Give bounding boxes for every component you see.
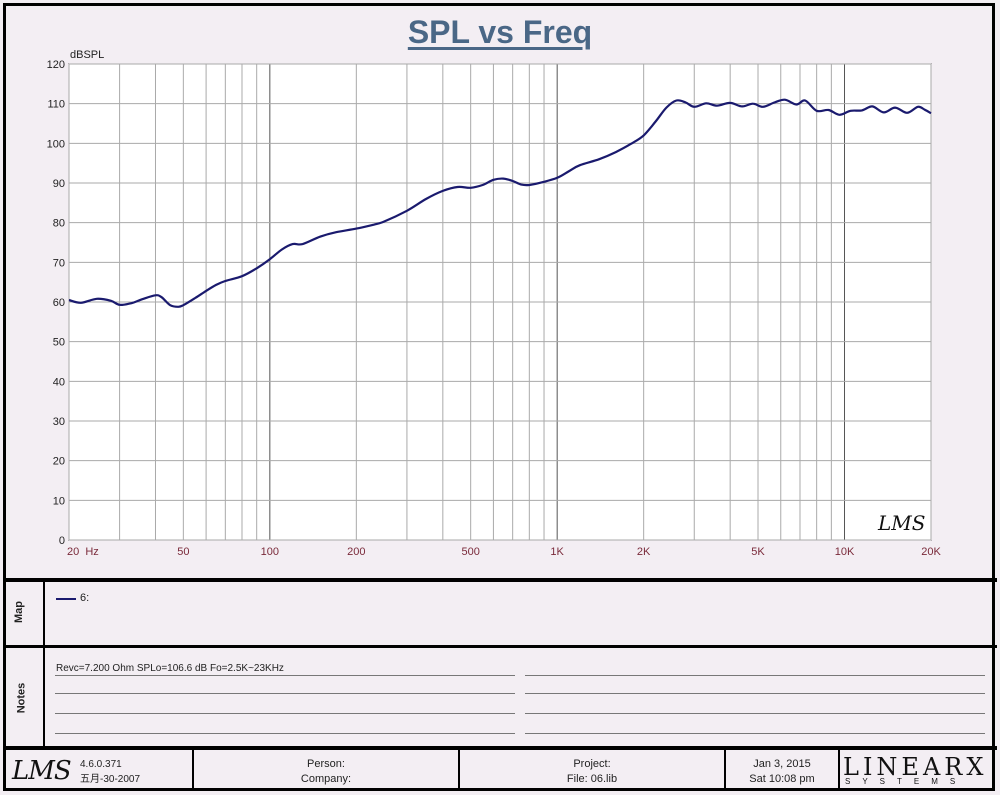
y-tick-label: 90 (53, 178, 65, 190)
y-tick-label: 120 (47, 59, 65, 71)
x-tick-label: 200 (347, 546, 365, 558)
lms-logo: LMS (12, 756, 72, 786)
footer-divider (838, 748, 840, 790)
version-date: 五月-30-2007 (80, 774, 141, 785)
y-tick-label: 50 (53, 337, 65, 349)
note-line (55, 733, 515, 734)
separator-map-top (3, 578, 997, 582)
project-field: Project: (573, 758, 611, 770)
note-line (55, 693, 515, 694)
y-tick-label: 0 (59, 535, 65, 547)
separator-notes-top (3, 645, 997, 648)
x-tick-label: 5K (751, 546, 765, 558)
linearx-brand: LINEARX (843, 753, 988, 781)
map-label: Map (13, 601, 25, 623)
person-field: Person: (307, 758, 345, 770)
project-file: Project: File: 06.lib (460, 757, 724, 787)
chart-title: SPL vs Freq (407, 14, 593, 50)
y-axis-label: dBSPL (70, 49, 104, 61)
company-field: Company: (300, 773, 352, 785)
file-field: File: 06.lib (566, 773, 618, 785)
y-tick-label: 110 (47, 99, 65, 111)
x-tick-labels: 20 Hz 50 100 200 500 1K 2K 5K 10K 20K (67, 546, 941, 558)
linearx-systems: SYSTEMS (845, 777, 968, 786)
run-time: Sat 10:08 pm (749, 773, 815, 785)
person-company: Person: Company: (194, 757, 458, 787)
x-tick-label: 1K (550, 546, 564, 558)
x-tick-label: 10K (835, 546, 855, 558)
version-info: 4.6.0.371 五月-30-2007 (80, 757, 140, 787)
y-tick-label: 30 (53, 416, 65, 428)
legend-swatch (56, 598, 76, 600)
note-line (525, 713, 985, 714)
x-tick-label: 100 (261, 546, 279, 558)
footer-divider (724, 748, 726, 790)
note-line (55, 713, 515, 714)
y-tick-label: 20 (53, 456, 65, 468)
y-tick-label: 60 (53, 297, 65, 309)
x-tick-label: 500 (461, 546, 479, 558)
note-line (525, 693, 985, 694)
notes-label: Notes (15, 682, 28, 714)
legend-entry: 6: (80, 592, 90, 604)
footer-divider (458, 748, 460, 790)
grid (68, 63, 932, 541)
y-tick-label: 70 (53, 257, 65, 269)
note-line (525, 733, 985, 734)
x-tick-label: 20 Hz (67, 546, 99, 558)
y-tick-label: 80 (53, 218, 65, 230)
side-label-divider (43, 580, 45, 748)
lms-watermark: LMS (877, 511, 925, 535)
x-tick-label: 2K (637, 546, 651, 558)
series-line-6 (68, 98, 932, 308)
y-tick-label: 100 (47, 138, 65, 150)
run-datetime: Jan 3, 2015 Sat 10:08 pm (726, 757, 838, 787)
x-tick-label: 50 (177, 546, 189, 558)
y-tick-label: 40 (53, 376, 65, 388)
version-number: 4.6.0.371 (80, 759, 122, 770)
note-line (525, 675, 985, 676)
separator-footer-top (3, 746, 997, 750)
y-tick-label: 10 (53, 495, 65, 507)
y-tick-labels: 0 10 20 30 40 50 60 70 80 90 100 110 120 (47, 59, 65, 547)
footer-divider (192, 748, 194, 790)
note-line (55, 675, 515, 676)
notes-text: Revc=7.200 Ohm SPLo=106.6 dB Fo=2.5K~23K… (56, 663, 284, 674)
x-tick-label: 20K (921, 546, 941, 558)
run-date: Jan 3, 2015 (753, 758, 811, 770)
